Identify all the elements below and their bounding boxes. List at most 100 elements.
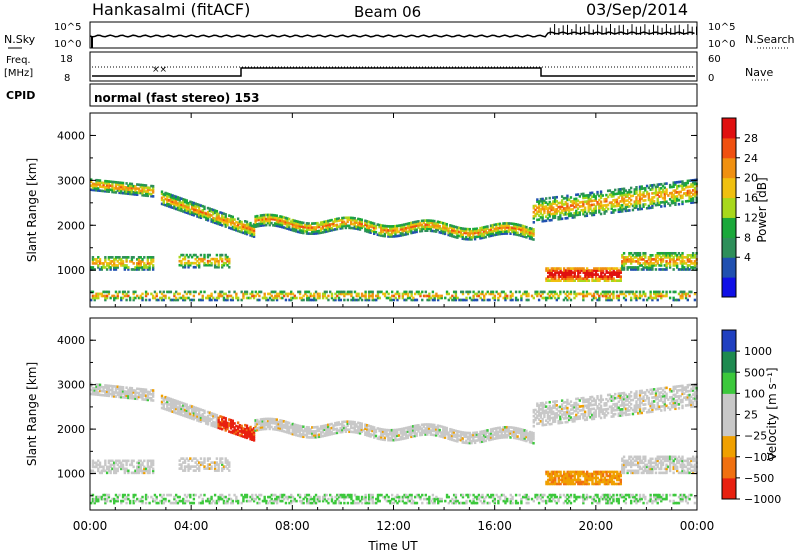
power-cell — [596, 290, 599, 294]
power-cell — [123, 187, 127, 191]
velocity-cell — [128, 396, 132, 400]
power-cell — [277, 292, 281, 296]
velocity-cell — [98, 393, 102, 397]
power-cell — [438, 231, 441, 234]
velocity-cell — [185, 403, 188, 406]
power-cell — [295, 230, 298, 233]
velocity-cell — [445, 426, 448, 430]
power-cell — [628, 260, 631, 263]
power-cell — [649, 264, 652, 267]
power-cell — [546, 211, 550, 214]
velocity-cell — [277, 428, 280, 432]
power-cell — [421, 298, 424, 302]
power-cell — [388, 225, 392, 228]
power-cell — [663, 192, 666, 196]
power-cell — [600, 273, 603, 276]
power-cell — [509, 222, 512, 225]
velocity-cell — [583, 418, 587, 422]
velocity-cell — [484, 433, 487, 437]
power-cell — [408, 224, 411, 227]
power-cell — [562, 298, 566, 302]
power-cell — [105, 290, 109, 294]
power-cell — [466, 233, 470, 237]
velocity-cell — [479, 430, 482, 434]
power-cell — [502, 296, 505, 300]
power-cell — [199, 212, 203, 216]
power-cell — [676, 262, 679, 265]
power-cell — [91, 188, 95, 192]
velocity-cell — [543, 423, 546, 427]
power-cell — [681, 292, 684, 296]
power-cell — [502, 290, 505, 294]
velocity-cell — [442, 425, 445, 429]
velocity-cell — [424, 423, 427, 426]
velocity-cell — [176, 402, 180, 405]
velocity-cell — [314, 429, 317, 433]
power-cell — [130, 268, 134, 271]
power-cell — [638, 254, 642, 257]
velocity-cell — [280, 429, 284, 433]
power-cell — [127, 192, 130, 196]
velocity-cell — [187, 408, 190, 411]
power-cell — [512, 222, 516, 226]
velocity-cell — [552, 410, 555, 414]
power-cell — [275, 296, 279, 300]
power-cell — [573, 269, 576, 272]
power-cell — [219, 290, 222, 294]
power-cell — [594, 275, 598, 278]
power-cell — [603, 198, 606, 201]
velocity-cell — [465, 433, 468, 437]
power-cell — [275, 214, 279, 218]
power-cell — [298, 222, 302, 226]
power-cell — [318, 223, 321, 227]
power-cell — [598, 294, 601, 298]
power-cell — [674, 254, 677, 257]
power-cell — [649, 254, 652, 257]
velocity-cell — [302, 425, 305, 429]
power-cell — [564, 292, 567, 296]
power-cell — [672, 195, 675, 199]
power-cell — [583, 200, 587, 204]
power-cell — [208, 213, 211, 217]
power-cell — [528, 237, 532, 240]
power-cell — [681, 180, 684, 183]
power-cell — [573, 197, 576, 201]
power-cell — [642, 262, 645, 265]
power-cell — [420, 223, 424, 227]
power-cell — [594, 271, 598, 274]
power-cell — [219, 223, 222, 226]
velocity-cell — [378, 435, 381, 439]
power-cell — [346, 224, 349, 228]
power-cell — [244, 232, 247, 235]
power-cell — [282, 294, 286, 298]
power-cell — [571, 279, 575, 283]
power-cell — [113, 266, 116, 269]
power-cell — [624, 189, 628, 192]
power-cell — [388, 235, 392, 238]
power-cell — [378, 225, 381, 229]
power-cell — [373, 226, 376, 229]
power-cell — [314, 226, 317, 229]
power-cell — [222, 212, 226, 216]
velocity-cell — [252, 433, 256, 436]
power-cell — [339, 298, 342, 302]
velocity-cell — [233, 432, 236, 435]
velocity-cell — [452, 431, 456, 434]
power-cell — [628, 292, 631, 296]
velocity-cell — [169, 403, 173, 407]
power-cell — [242, 231, 245, 235]
power-cell — [521, 226, 525, 230]
velocity-cell — [256, 418, 259, 422]
power-cell — [205, 216, 208, 219]
power-cell — [461, 237, 464, 241]
power-cell — [552, 202, 555, 206]
power-cell — [541, 199, 544, 203]
velocity-cell — [465, 441, 468, 445]
power-cell — [603, 210, 606, 213]
power-cell — [532, 230, 535, 233]
velocity-cell — [466, 431, 470, 435]
power-cell — [130, 260, 134, 263]
velocity-cell — [109, 392, 112, 396]
velocity-cell — [127, 396, 130, 400]
power-cell — [559, 269, 562, 272]
